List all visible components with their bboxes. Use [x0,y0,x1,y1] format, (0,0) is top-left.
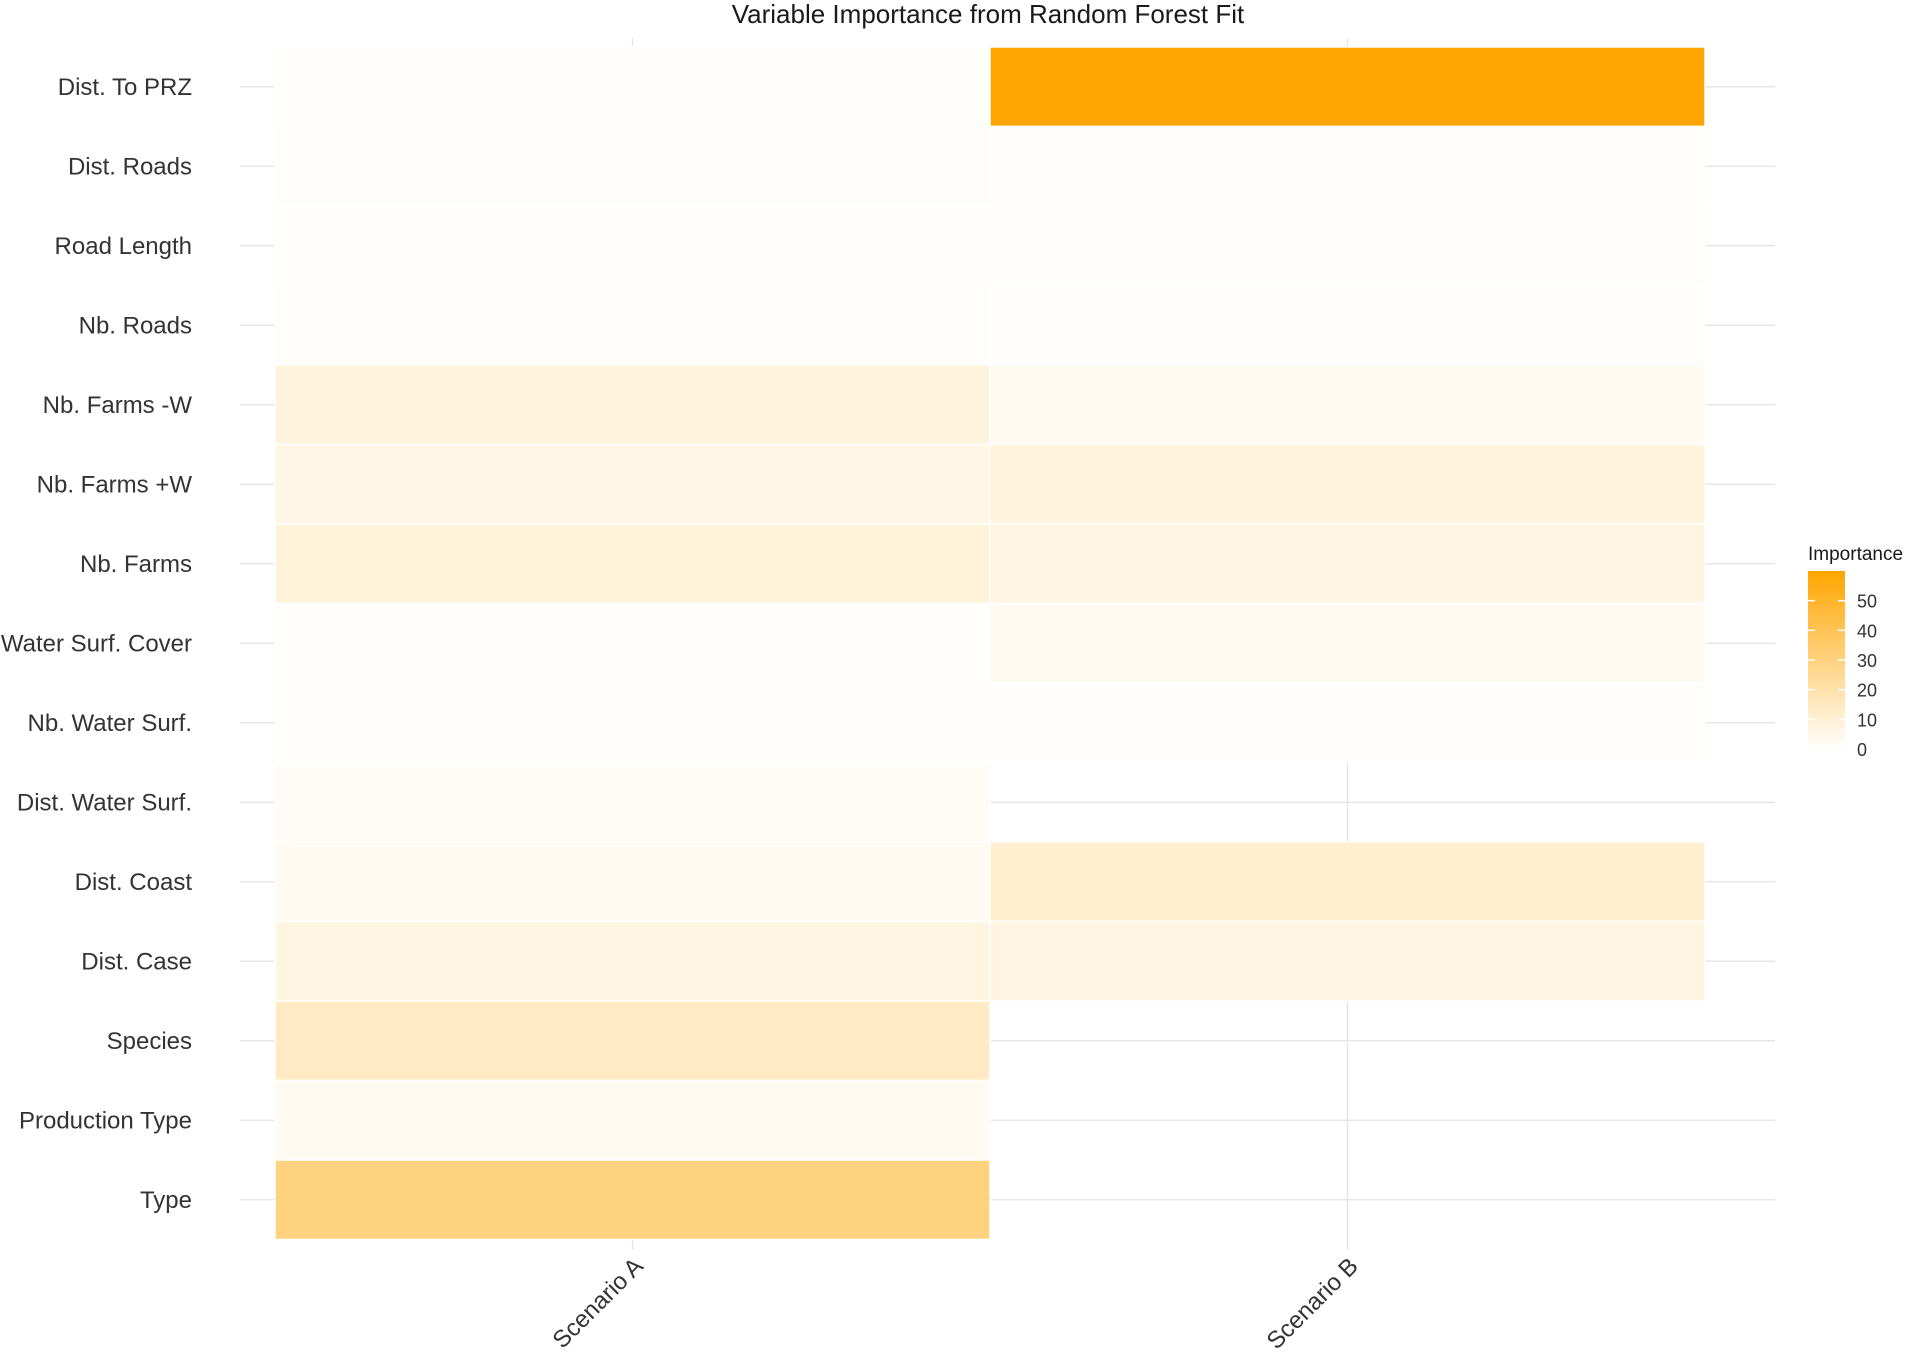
chart-title: Variable Importance from Random Forest F… [732,0,1245,29]
heatmap-cell [989,602,1706,684]
axis-layer: Dist. To PRZ Dist. Roads Road Length Nb. Ro… [1,74,1364,1355]
heatmap-cell [274,364,991,446]
legend-tick-label: 50 [1857,592,1877,612]
heatmap-cell [989,284,1706,366]
x-tick-label: Scenario B [1262,1253,1364,1355]
cell-layer [274,46,1706,1241]
heatmap-cell [274,205,991,287]
heatmap-cell [989,46,1706,128]
heatmap-cell [274,920,991,1002]
legend-layer: Importance 0 10 20 30 40 50 [1808,544,1903,760]
heatmap-cell [274,1079,991,1161]
heatmap-cell [989,205,1706,287]
y-tick-label: Production Type [19,1107,192,1134]
legend-tick-label: 10 [1857,710,1877,730]
y-tick-label: Nb. Farms +W [37,471,193,498]
y-tick-label: Nb. Roads [79,312,192,339]
heatmap-cell [274,1159,991,1241]
y-tick-label: Dist. Water Surf. [17,789,192,816]
heatmap-cell [274,443,991,525]
y-tick-label: Nb. Water Surf. [28,710,192,737]
legend-tick-label: 30 [1857,651,1877,671]
y-tick-label: Dist. Coast [75,869,193,896]
legend-tick-label: 20 [1857,681,1877,701]
heatmap-cell [989,443,1706,525]
y-tick-label: Type [140,1187,192,1214]
y-tick-label: Road Length [55,233,192,260]
heatmap-cell [989,920,1706,1002]
y-tick-label: Dist. Case [81,948,192,975]
y-tick-label: Nb. Farms [80,551,192,578]
heatmap-cell [274,125,991,207]
heatmap-cell [274,1000,991,1082]
heatmap-cell [274,682,991,764]
heatmap-cell [989,841,1706,923]
heatmap-cell [274,602,991,684]
heatmap-cell [274,761,991,843]
heatmap-cell [274,46,991,128]
y-tick-label: Dist. Roads [68,153,192,180]
heatmap-cell [274,523,991,605]
heatmap-cell [989,682,1706,764]
y-tick-label: Water Surf. Cover [1,630,192,657]
legend-tick-label: 40 [1857,621,1877,641]
x-tick-label: Scenario A [548,1253,649,1354]
y-tick-label: Species [107,1028,192,1055]
y-tick-label: Dist. To PRZ [58,74,192,101]
heatmap-cell [274,284,991,366]
legend-title: Importance [1808,544,1903,565]
legend-tick-label: 0 [1857,740,1867,760]
y-tick-label: Nb. Farms -W [43,392,193,419]
heatmap-cell [989,523,1706,605]
heatmap-cell [274,841,991,923]
heatmap-cell [989,364,1706,446]
heatmap-cell [989,125,1706,207]
